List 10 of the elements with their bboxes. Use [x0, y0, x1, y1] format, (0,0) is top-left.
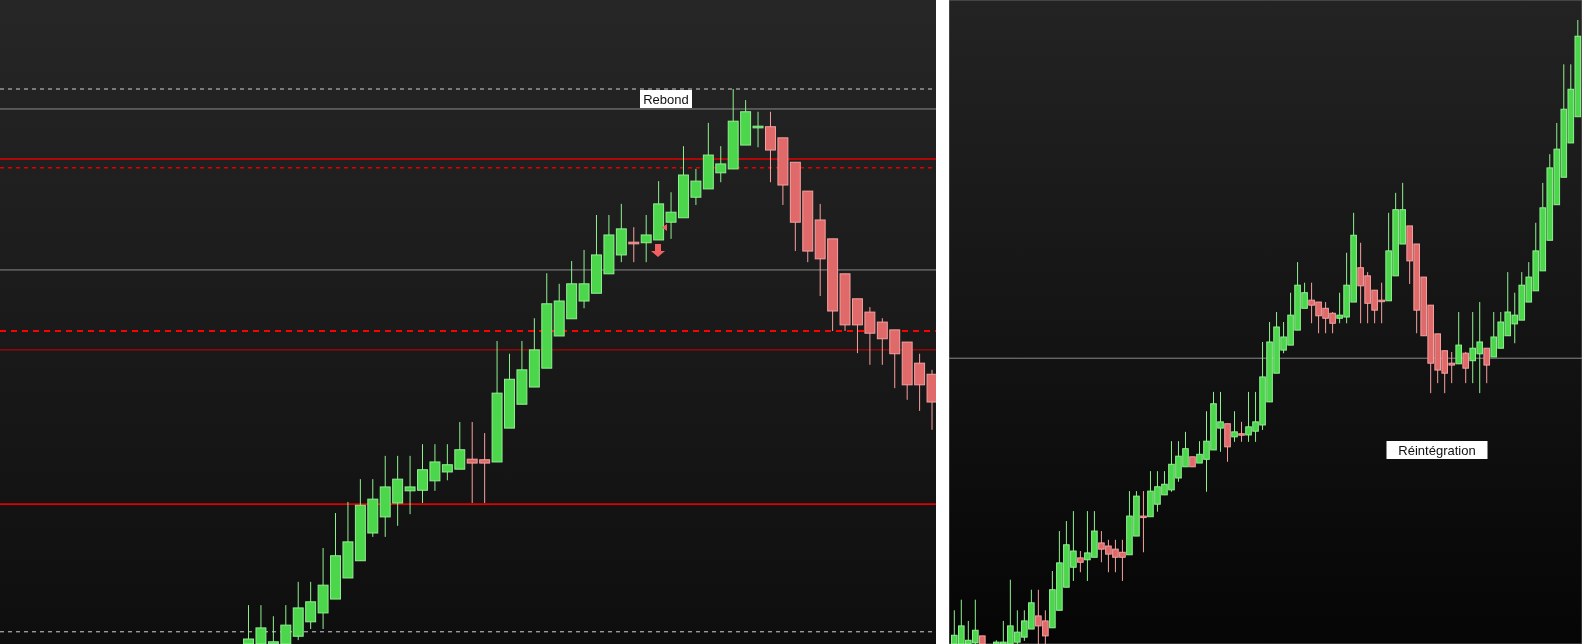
- candlestick: [1462, 351, 1470, 384]
- candlestick: [1483, 347, 1491, 384]
- candlestick: [1231, 410, 1238, 443]
- annotation: Réintégration: [1398, 442, 1476, 458]
- candlestick: [1455, 311, 1462, 365]
- candlestick: [1077, 550, 1084, 573]
- candlestick: [1224, 423, 1231, 463]
- candlestick: [1140, 490, 1147, 553]
- candlestick: [1238, 421, 1245, 443]
- annotation: Rebond: [643, 91, 689, 107]
